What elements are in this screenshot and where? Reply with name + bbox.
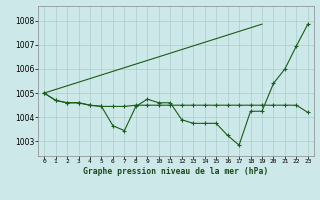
X-axis label: Graphe pression niveau de la mer (hPa): Graphe pression niveau de la mer (hPa): [84, 167, 268, 176]
